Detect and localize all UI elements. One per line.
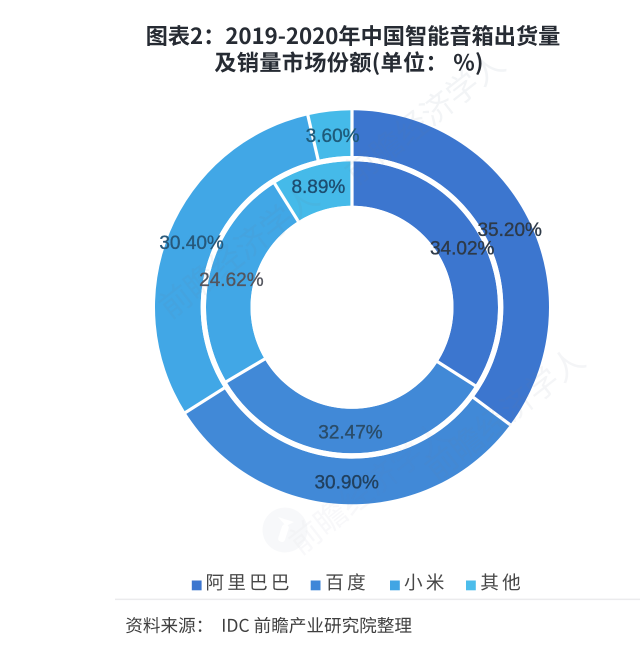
svg-text:35.20%: 35.20% xyxy=(477,220,542,241)
svg-text:24.62%: 24.62% xyxy=(199,270,264,291)
svg-text:3.60%: 3.60% xyxy=(306,126,360,147)
svg-text:30.90%: 30.90% xyxy=(314,473,379,494)
svg-text:34.02%: 34.02% xyxy=(430,238,495,259)
svg-text:30.40%: 30.40% xyxy=(159,233,224,254)
svg-text:8.89%: 8.89% xyxy=(291,177,345,198)
svg-text:32.47%: 32.47% xyxy=(318,423,383,444)
